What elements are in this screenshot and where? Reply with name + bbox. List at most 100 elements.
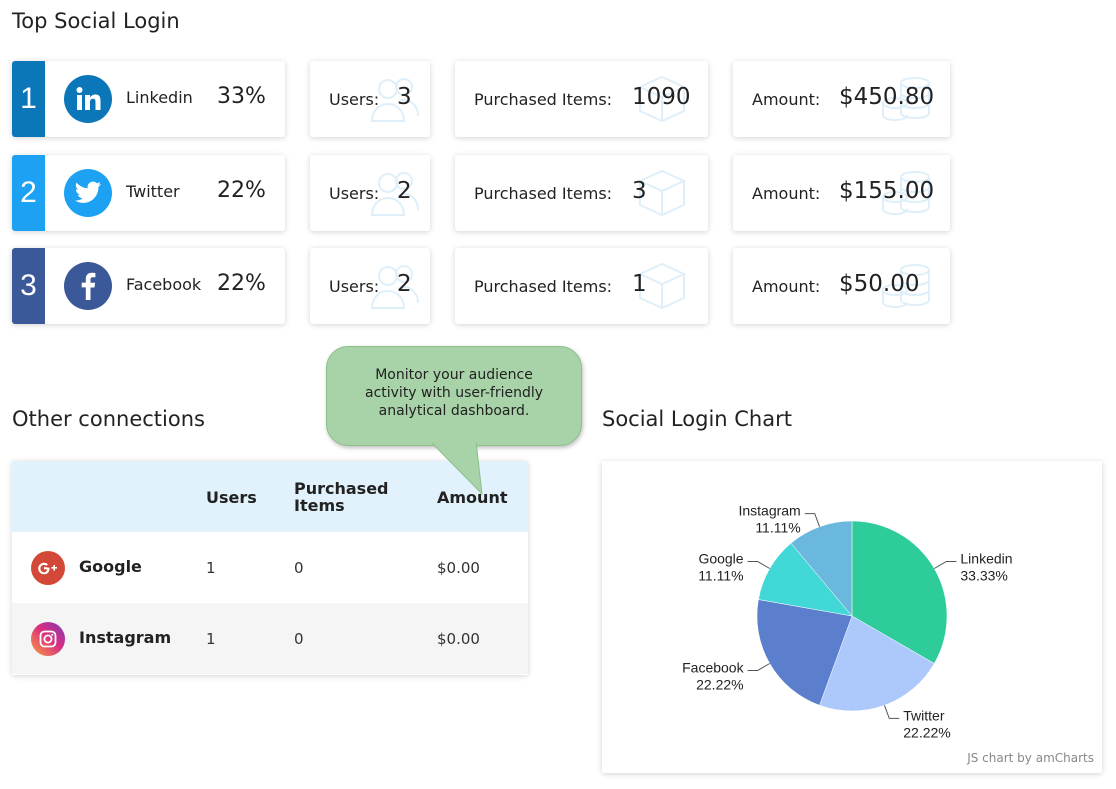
google-plus-icon xyxy=(31,551,65,585)
purchased-items-card[interactable]: Purchased Items: 3 xyxy=(455,155,708,231)
pie-leader-line xyxy=(934,561,957,569)
amount-label: Amount: xyxy=(752,277,821,296)
tooltip-text: Monitor your audience activity with user… xyxy=(364,367,544,419)
pie-leader-line xyxy=(747,663,770,671)
amount-value: $155.00 xyxy=(839,178,935,204)
users-icon xyxy=(370,172,419,216)
network-name: Twitter xyxy=(126,182,180,201)
pie-chart: Linkedin33.33%Twitter22.22%Facebook22.22… xyxy=(682,503,1012,741)
amount-value: $450.80 xyxy=(839,84,935,110)
pie-label: Google xyxy=(698,551,743,567)
network-name: Facebook xyxy=(126,275,202,294)
rank-badge: 2 xyxy=(12,155,45,231)
box-icon xyxy=(637,262,687,310)
coins-icon xyxy=(882,264,930,309)
users-value: 3 xyxy=(397,84,412,110)
top-social-login-title: Top Social Login xyxy=(12,9,180,33)
users-value: 2 xyxy=(397,178,412,204)
twitter-icon xyxy=(64,169,112,217)
connection-amount: $0.00 xyxy=(437,559,480,577)
amount-card[interactable]: Amount: $50.00 xyxy=(733,248,950,324)
users-icon xyxy=(370,265,419,309)
social-row-facebook: 3 Facebook 22% Users: 2 Purchased Items:… xyxy=(12,248,952,324)
connection-items: 0 xyxy=(294,630,304,648)
pie-value-label: 22.22% xyxy=(903,724,950,740)
network-percent: 22% xyxy=(217,178,266,203)
amount-card[interactable]: Amount: $155.00 xyxy=(733,155,950,231)
network-percent: 33% xyxy=(217,84,266,109)
connection-users: 1 xyxy=(206,630,216,648)
amount-card[interactable]: Amount: $450.80 xyxy=(733,61,950,137)
rank-badge: 1 xyxy=(12,61,45,137)
users-value: 2 xyxy=(397,271,412,297)
pie-label: Linkedin xyxy=(960,551,1012,567)
purchased-items-value: 1 xyxy=(632,271,647,297)
tooltip-tail xyxy=(428,440,483,496)
promo-tooltip: Monitor your audience activity with user… xyxy=(326,346,582,446)
users-label: Users: xyxy=(329,277,380,296)
users-card[interactable]: Users: 2 xyxy=(310,248,430,324)
purchased-items-label: Purchased Items: xyxy=(474,277,613,296)
pie-slice-twitter[interactable] xyxy=(819,615,935,712)
network-name: Linkedin xyxy=(126,88,193,107)
network-card[interactable]: 3 Facebook 22% xyxy=(12,248,285,324)
rank-badge: 3 xyxy=(12,248,45,324)
connection-items: 0 xyxy=(294,559,304,577)
pie-leader-line xyxy=(884,705,900,719)
chart-title: Social Login Chart xyxy=(602,407,792,431)
other-connections-title: Other connections xyxy=(12,407,205,431)
amount-label: Amount: xyxy=(752,90,821,109)
pie-slice-linkedin[interactable] xyxy=(851,520,948,664)
network-percent: 22% xyxy=(217,271,266,296)
pie-label: Facebook xyxy=(682,660,744,676)
table-row-google[interactable]: Google 1 0 $0.00 xyxy=(12,532,528,603)
connection-name: Google xyxy=(79,557,142,576)
box-icon xyxy=(637,75,687,123)
users-icon xyxy=(370,78,419,122)
connection-users: 1 xyxy=(206,559,216,577)
box-icon xyxy=(637,169,687,217)
pie-value-label: 11.11% xyxy=(698,568,743,584)
purchased-items-label: Purchased Items: xyxy=(474,90,613,109)
header-users: Users xyxy=(206,488,257,507)
coins-icon xyxy=(882,77,930,122)
other-connections-table: Users Purchased Items Amount Google 1 0 … xyxy=(12,461,528,675)
coins-icon xyxy=(882,171,930,216)
social-row-twitter: 2 Twitter 22% Users: 2 Purchased Items: … xyxy=(12,155,952,231)
pie-slice-facebook[interactable] xyxy=(756,599,853,706)
table-header: Users Purchased Items Amount xyxy=(12,461,528,532)
linkedin-icon xyxy=(64,75,112,123)
instagram-icon xyxy=(31,622,65,656)
table-row-instagram[interactable]: Instagram 1 0 $0.00 xyxy=(12,603,528,674)
header-purchased-items: Purchased Items xyxy=(294,479,389,515)
pie-leader-line xyxy=(804,513,820,527)
users-card[interactable]: Users: 2 xyxy=(310,155,430,231)
connection-amount: $0.00 xyxy=(437,630,480,648)
connection-name: Instagram xyxy=(79,628,172,647)
pie-value-label: 33.33% xyxy=(960,568,1007,584)
purchased-items-card[interactable]: Purchased Items: 1090 xyxy=(455,61,708,137)
social-row-linkedin: 1 Linkedin 33% Users: 3 Purchased Items:… xyxy=(12,61,952,137)
purchased-items-card[interactable]: Purchased Items: 1 xyxy=(455,248,708,324)
pie-slice-google[interactable] xyxy=(758,542,853,617)
pie-label: Twitter xyxy=(903,707,945,723)
network-card[interactable]: 2 Twitter 22% xyxy=(12,155,285,231)
pie-value-label: 22.22% xyxy=(696,677,743,693)
amount-value: $50.00 xyxy=(839,271,920,297)
pie-leader-line xyxy=(747,561,770,569)
pie-value-label: 11.11% xyxy=(755,520,800,536)
social-login-chart: Linkedin 33.33% Twitter 22.22% Facebook 22.22… xyxy=(602,461,1102,773)
facebook-icon xyxy=(64,262,112,310)
pie-slice-instagram[interactable] xyxy=(790,520,853,617)
purchased-items-label: Purchased Items: xyxy=(474,184,613,203)
amount-label: Amount: xyxy=(752,184,821,203)
pie-label: Instagram xyxy=(738,503,800,519)
users-label: Users: xyxy=(329,184,380,203)
chart-credit[interactable]: JS chart by amCharts xyxy=(967,751,1094,765)
users-label: Users: xyxy=(329,90,380,109)
network-card[interactable]: 1 Linkedin 33% xyxy=(12,61,285,137)
users-card[interactable]: Users: 3 xyxy=(310,61,430,137)
purchased-items-value: 1090 xyxy=(632,84,691,110)
purchased-items-value: 3 xyxy=(632,178,647,204)
header-amount: Amount xyxy=(437,488,508,507)
